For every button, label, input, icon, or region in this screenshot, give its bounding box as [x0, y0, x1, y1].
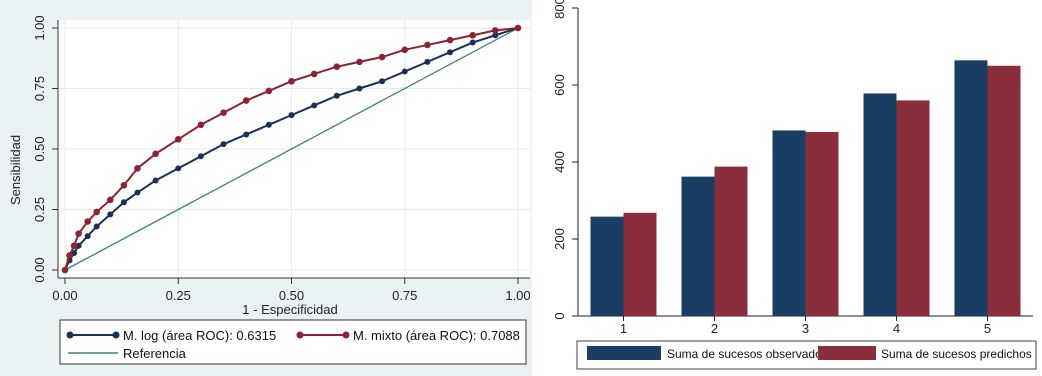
roc-mmixto-point: [93, 208, 101, 216]
bar-y-tick-label: 600: [552, 74, 567, 96]
roc-mlog-point: [120, 199, 127, 206]
roc-mmixto-point: [174, 136, 182, 143]
roc-y-tick-label: 0.00: [32, 257, 47, 282]
roc-chart: 0.00 0.25 0.50 0.75 1.00 0.00 0.25 0.50 0.75 1.00…: [8, 15, 531, 365]
roc-mlog-point: [197, 153, 204, 160]
roc-x-tick-label: 0.75: [392, 288, 417, 303]
roc-mlog-point: [447, 49, 454, 56]
bar-y-tick-label: 400: [552, 151, 567, 173]
roc-mmixto-point: [242, 97, 250, 104]
roc-legend-mlog-label: M. log (área ROC): 0.6315: [123, 328, 276, 343]
roc-mmixto-point: [75, 230, 82, 237]
roc-mlog-point: [379, 78, 386, 85]
roc-legend-reference-label: Referencia: [123, 346, 187, 361]
bar-legend-predichos-swatch: [818, 346, 876, 360]
roc-legend-mmixto-label: M. mixto (área ROC): 0.7088: [353, 328, 520, 343]
roc-legend: M. log (área ROC): 0.6315 M. mixto (área …: [59, 319, 527, 365]
bar-predichos: [805, 131, 839, 316]
roc-mlog-point: [492, 32, 499, 39]
bar-x-tick-label: 5: [984, 321, 991, 336]
roc-mlog-point: [93, 223, 100, 230]
bar-y-tick-label: 800: [552, 0, 567, 19]
roc-mmixto-point: [265, 87, 273, 95]
roc-x-tick-label: 0.00: [52, 288, 77, 303]
roc-mmixto-point: [310, 70, 318, 78]
roc-mmixto-point: [288, 77, 295, 85]
roc-x-tick-label: 0.25: [166, 288, 191, 303]
roc-y-tick-label: 0.50: [32, 136, 47, 161]
roc-y-tick-label: 0.25: [32, 197, 47, 222]
roc-mmixto-point: [333, 63, 341, 71]
roc-mmixto-point: [446, 36, 454, 44]
roc-mlog-point: [424, 58, 431, 65]
roc-mlog-point: [311, 102, 318, 109]
roc-mlog-point: [220, 141, 227, 148]
roc-mlog-point: [288, 112, 295, 119]
roc-mmixto-point: [120, 182, 128, 189]
roc-mmixto-point: [61, 266, 69, 274]
roc-mmixto-point: [401, 46, 409, 54]
roc-y-tick-label: 0.75: [32, 76, 47, 101]
roc-y-tick-label: 1.00: [32, 15, 47, 40]
roc-mlog-point: [84, 233, 91, 240]
roc-reference-line: [64, 27, 519, 271]
roc-mmixto-point: [66, 252, 73, 259]
roc-mlog-point: [401, 68, 408, 75]
roc-mmixto-point: [70, 242, 78, 250]
bar-observados: [590, 216, 624, 316]
bar-predichos: [623, 212, 657, 316]
roc-mmixto-point: [134, 165, 141, 172]
roc-mmixto-point: [107, 196, 114, 204]
bar-x-tick-label: 3: [802, 321, 809, 336]
bar-y-tick-label: 0: [552, 312, 567, 319]
roc-legend-mmixto-marker: [296, 331, 304, 339]
roc-legend-mmixto-marker: [342, 331, 350, 339]
roc-x-axis-title: 1 - Especificidad: [242, 302, 337, 317]
roc-mlog-point: [134, 189, 141, 196]
roc-legend-mlog-marker: [112, 331, 120, 339]
roc-mlog-point: [152, 177, 159, 184]
roc-mmixto-point: [220, 109, 227, 116]
bar-chart: 0 200 400 600 800 1 2 3 4 5 Suma de sucesos obser…: [552, 0, 1037, 370]
bar-chart-panel: 0 200 400 600 800 1 2 3 4 5 Suma de sucesos obser…: [533, 0, 1042, 376]
bar-x-tick-label: 4: [893, 321, 900, 336]
roc-mlog-point: [265, 121, 272, 128]
roc-mmixto-point: [378, 53, 386, 61]
roc-x-tick-label: 1.00: [505, 288, 530, 303]
bar-legend: Suma de sucesos observados Suma de suceso…: [576, 340, 1037, 370]
bar-predichos: [987, 65, 1021, 316]
roc-mlog-point: [107, 211, 114, 218]
roc-mmixto-point: [356, 58, 363, 66]
roc-mmixto-point: [84, 218, 91, 225]
roc-y-axis-title: Sensibilidad: [8, 135, 23, 205]
roc-mlog-point: [469, 39, 476, 46]
bar-observados: [954, 60, 988, 316]
bar-predichos: [714, 166, 748, 316]
roc-legend-mlog-marker: [66, 331, 74, 339]
roc-mlog-point: [243, 131, 250, 138]
bar-x-tick-label: 2: [711, 321, 718, 336]
bar-legend-observados-swatch: [587, 346, 661, 360]
roc-x-tick-label: 0.50: [279, 288, 304, 303]
bar-observados: [681, 176, 715, 316]
bar-observados: [863, 93, 897, 316]
bar-x-tick-label: 1: [620, 321, 627, 336]
roc-mlog-point: [356, 85, 363, 92]
roc-mmixto-point: [424, 41, 431, 49]
bar-predichos: [896, 100, 930, 317]
roc-mmixto-point: [514, 24, 522, 32]
roc-chart-panel: 0.00 0.25 0.50 0.75 1.00 0.00 0.25 0.50 0.75 1.00…: [0, 0, 532, 376]
roc-mmixto-point: [469, 31, 477, 39]
roc-mlog-point: [175, 165, 182, 172]
bar-legend-observados-label: Suma de sucesos observados: [667, 347, 828, 361]
roc-mlog-point: [75, 242, 82, 249]
bar-observados: [772, 130, 806, 316]
roc-mmixto-point: [492, 27, 499, 34]
bar-legend-predichos-label: Suma de sucesos predichos: [881, 347, 1032, 361]
bar-y-tick-label: 200: [552, 228, 567, 250]
roc-mmixto-point: [152, 150, 159, 158]
roc-mlog-point: [333, 92, 340, 99]
roc-mmixto-point: [197, 121, 205, 129]
